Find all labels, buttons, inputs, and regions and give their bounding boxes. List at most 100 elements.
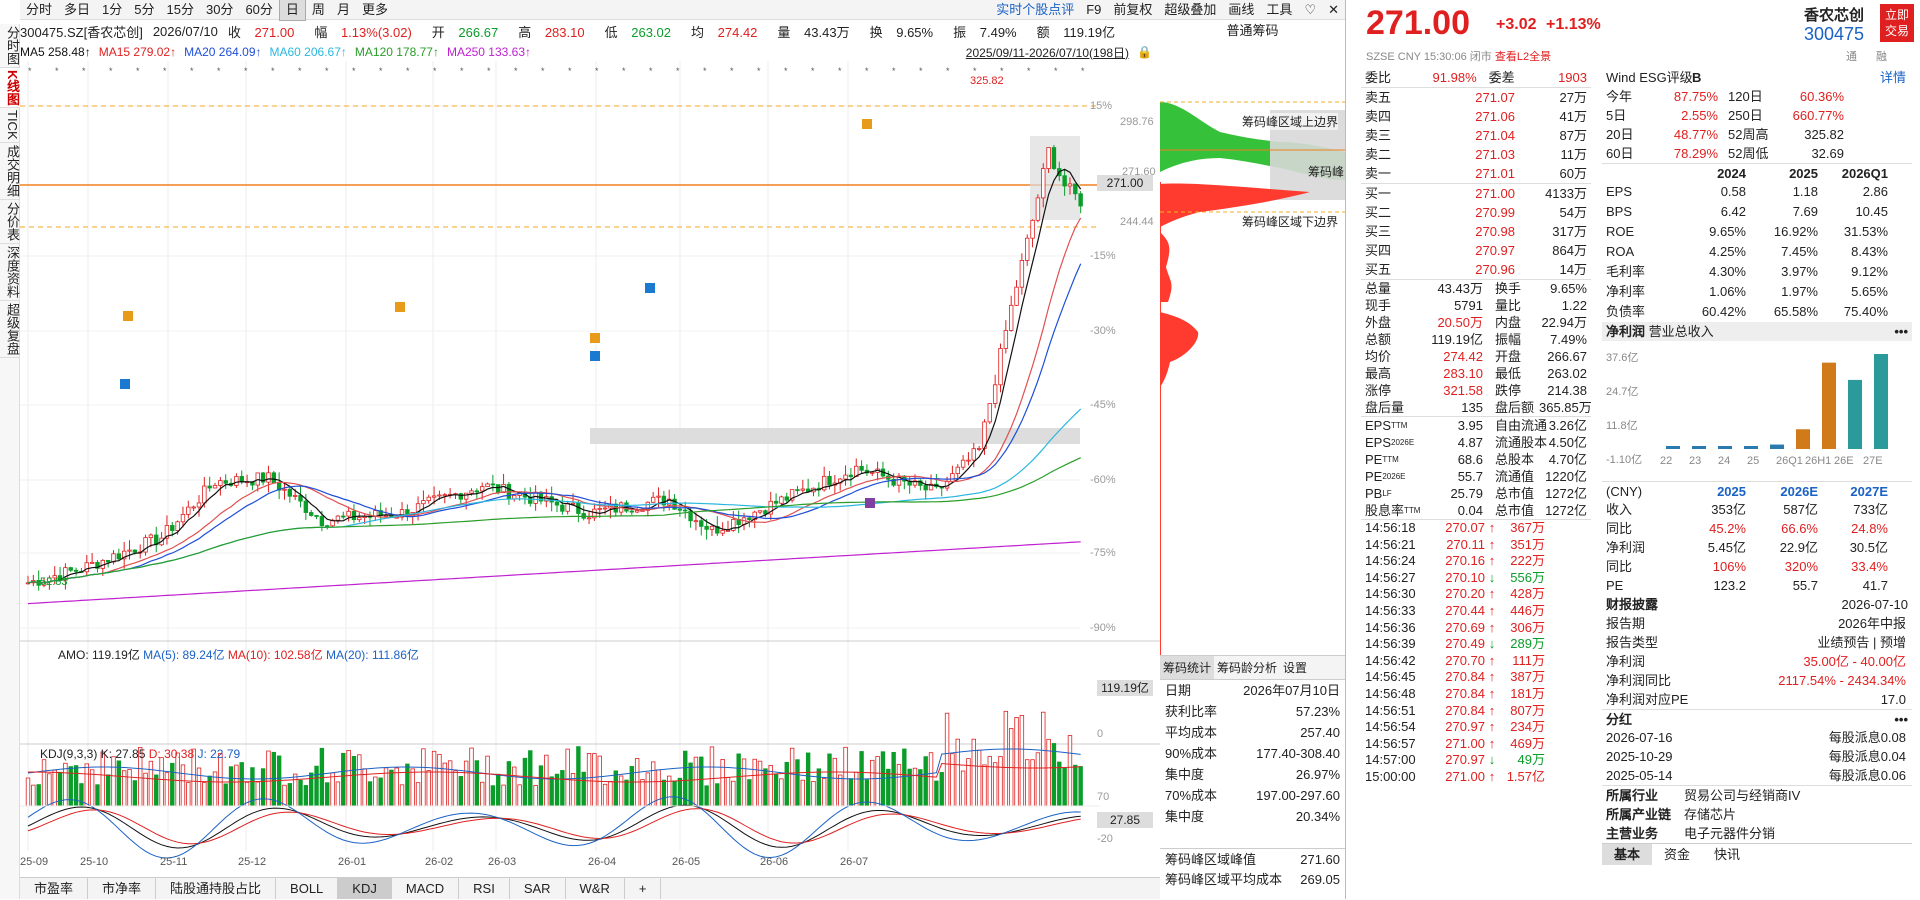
adjust-button[interactable]: 前复权 [1113,1,1153,17]
amo-bar [795,759,800,807]
amo-bar [747,779,752,807]
vtab-kline[interactable]: K线图 [0,68,20,109]
ask-row[interactable]: 卖五 271.07 27万 [1365,90,1587,105]
stat-row: 盘后量 135 盘后额 365.85万 [1365,400,1592,415]
footer-tab[interactable]: 基本 [1602,844,1653,865]
indicator-tab-8[interactable]: W&R [566,878,625,899]
candle [998,348,1003,386]
amo-bar [880,751,886,807]
draw-button[interactable]: 画线 [1228,1,1255,17]
ma250-line [27,541,1081,605]
indicator-tab-2[interactable]: 陆股通持股占比 [156,878,277,899]
bid-row[interactable]: 买五 270.96 14万 [1365,262,1587,277]
candle [656,495,661,498]
tools-button[interactable]: 工具 [1266,1,1293,17]
bid-row[interactable]: 买二 270.99 54万 [1365,205,1587,220]
ask-row[interactable]: 卖一 271.01 60万 [1365,166,1587,181]
candle [821,475,827,491]
ask-row[interactable]: 卖四 271.06 41万 [1365,109,1587,124]
amo-bar [501,784,506,807]
np-bar [1874,354,1888,449]
vtab-timeshare[interactable]: 分时图 [0,24,20,68]
amo-bar [982,764,987,807]
l2-link[interactable]: 查看L2全景 [1494,51,1552,63]
tab-chip-stats[interactable]: 筹码统计 [1160,656,1215,679]
period-tab-intraday[interactable]: 分时 [26,1,53,17]
vtab-trade-detail[interactable]: 成交明细 [0,143,20,201]
candle [570,502,576,505]
period-tab-more[interactable]: 更多 [361,1,388,17]
tab-net-profit[interactable]: 净利润 [1606,324,1646,339]
period-tab-1m[interactable]: 1分 [102,1,123,17]
overlay-button[interactable]: 超级叠加 [1164,1,1217,17]
np-x-label: 25 [1747,455,1760,467]
close-icon[interactable]: ✕ [1328,1,1339,17]
candle [715,525,720,534]
vtab-depth[interactable]: 深度资料 [0,244,20,302]
amo-bar [47,773,52,807]
ask-row[interactable]: 卖二 271.03 11万 [1365,147,1587,162]
candle [437,494,442,497]
period-tab-multiday[interactable]: 多日 [64,1,91,17]
chip-stat-row: 获利比率 57.23% [1165,704,1340,719]
vtab-tick[interactable]: TICK [0,108,20,144]
vtab-price-table[interactable]: 分价表 [0,200,20,245]
indicator-tab-9[interactable]: + [625,878,662,899]
period-tab-month[interactable]: 月 [336,1,350,17]
amo-tag: 119.19亿 [1097,680,1153,696]
amo-bar [271,751,276,807]
candle [180,513,186,523]
kline-chart[interactable]: * * * * * * * * * * * * * * * * * * * * * * * * * * * * * * * * * * * * * * * * [20,61,1160,877]
period-tab-5m[interactable]: 5分 [134,1,155,17]
tab-chip-settings[interactable]: 设置 [1283,661,1308,675]
more-icon[interactable]: ••• [1894,712,1908,727]
candle [490,483,496,486]
indicator-tab-6[interactable]: RSI [459,878,510,899]
period-tab-week[interactable]: 周 [311,1,325,17]
tab-revenue[interactable]: 营业总收入 [1648,324,1714,339]
candle [132,549,138,553]
period-tab-day[interactable]: 日 [278,0,306,21]
quote-date: 2026/07/10 [152,23,218,39]
heart-icon[interactable]: ♡ [1304,1,1317,17]
candle [421,500,426,505]
star-marker: * [271,66,275,76]
tab-chip-age[interactable]: 筹码龄分析 [1217,661,1278,675]
lock-icon[interactable]: 🔒 [1137,45,1152,59]
trade-button[interactable]: 立即交易 [1880,4,1914,42]
indicator-tab-5[interactable]: MACD [392,878,460,899]
indicator-tab-4[interactable]: KDJ [338,878,392,899]
esg-detail-link[interactable]: 详情 [1879,70,1906,85]
indicator-tab-7[interactable]: SAR [510,878,566,899]
bid-row[interactable]: 买四 270.97 864万 [1365,243,1587,258]
price-tag-upper: 298.76 [1120,116,1154,128]
fund-row: EPS2026E 4.87 流通股本 4.50亿 [1365,435,1587,450]
more-icon[interactable]: ••• [1894,324,1908,339]
tag-rong: 融 [1876,51,1887,63]
bid-row[interactable]: 买三 270.98 317万 [1365,224,1587,239]
candle [260,472,266,483]
arrow-up-icon: ↑ [1488,702,1496,718]
vtab-replay[interactable]: 超级复盘 [0,301,20,359]
indicator-tab-0[interactable]: 市盈率 [20,878,89,899]
report-pe-row: 净利润对应PE 17.0 [1606,692,1906,707]
period-tab-60m[interactable]: 60分 [245,1,273,17]
f9-button[interactable]: F9 [1086,1,1102,17]
candle [848,474,854,477]
ask-row[interactable]: 卖三 271.04 87万 [1365,128,1587,143]
stock-comment-link[interactable]: 实时个股点评 [996,1,1075,17]
date-range-label[interactable]: 2025/09/11-2026/07/10(198日) [965,45,1130,60]
footer-tab[interactable]: 资金 [1664,847,1691,862]
indicator-tab-3[interactable]: BOLL [276,878,339,899]
period-tab-30m[interactable]: 30分 [205,1,234,17]
bid-row[interactable]: 买一 271.00 4133万 [1365,186,1587,201]
pct-15: 15% [1090,100,1113,112]
candle [325,525,330,528]
amo-bar [854,771,859,807]
footer-tab[interactable]: 快讯 [1714,847,1741,862]
period-tab-15m[interactable]: 15分 [166,1,194,17]
quote-panel: 271.00 +3.02 +1.13% 香农芯创 300475 立即交易 SZS… [1345,0,1920,899]
indicator-tab-1[interactable]: 市净率 [88,878,157,899]
price-change: +3.02 [1496,16,1537,33]
candle [789,489,795,501]
